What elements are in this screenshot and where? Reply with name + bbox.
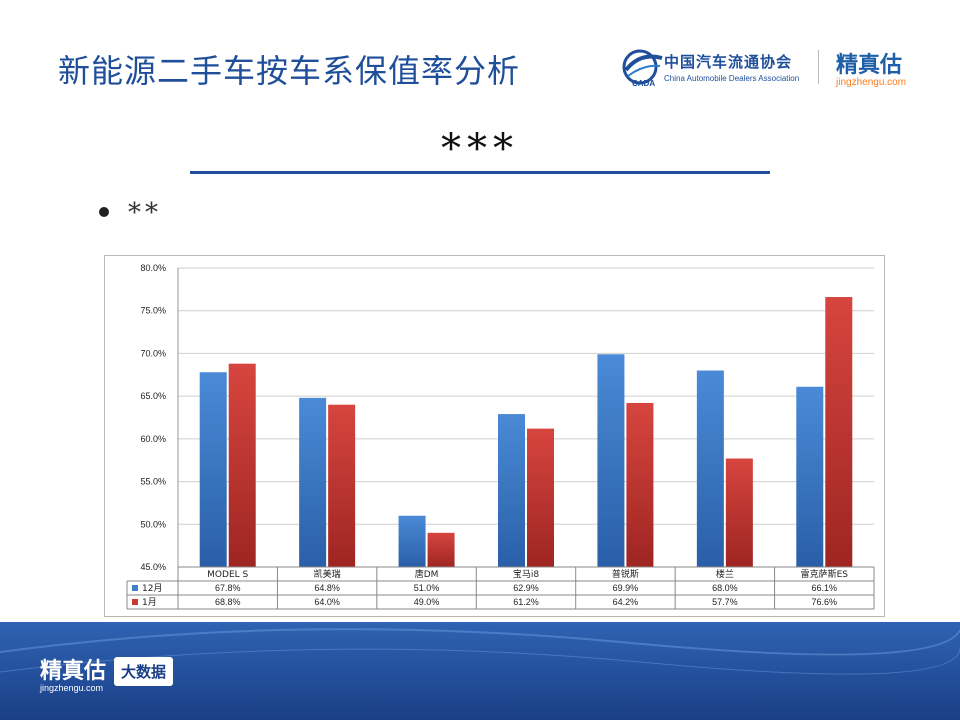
y-tick-label: 45.0% bbox=[140, 562, 166, 572]
legend-label: 12月 bbox=[142, 583, 162, 594]
data-label: 51.0% bbox=[414, 583, 440, 593]
jzg-logo: 精真估 bbox=[836, 53, 903, 78]
data-label: 62.9% bbox=[513, 583, 539, 593]
bar-chart: 80.0% 75.0% 70.0% 65.0% 60.0% 55.0% 50.0% 45.0%… bbox=[126, 263, 875, 610]
data-label: 69.9% bbox=[613, 583, 639, 593]
y-tick-label: 75.0% bbox=[140, 306, 166, 316]
data-label: 49.0% bbox=[414, 597, 440, 607]
x-tick-label: 楼兰 bbox=[716, 568, 734, 580]
bar-dec bbox=[597, 354, 625, 567]
data-label: 66.1% bbox=[812, 583, 838, 593]
footer-jzg-url: jingzhengu.com bbox=[40, 683, 104, 693]
bar-dec bbox=[299, 397, 327, 567]
y-tick-label: 55.0% bbox=[140, 477, 166, 487]
bar-jan bbox=[626, 402, 654, 567]
x-tick-label: 雷克萨斯ES bbox=[801, 568, 849, 580]
x-tick-label: 凯美瑞 bbox=[314, 568, 341, 580]
bullet-text: ** bbox=[128, 198, 162, 228]
y-tick-label: 50.0% bbox=[140, 519, 166, 529]
bar-dec bbox=[398, 515, 426, 567]
page-title: 新能源二手车按车系保值率分析 bbox=[58, 52, 521, 90]
legend-label: 1月 bbox=[142, 597, 157, 608]
x-tick-label: 唐DM bbox=[415, 568, 439, 580]
data-label: 76.6% bbox=[812, 597, 838, 607]
bar-jan bbox=[228, 363, 256, 567]
bar-jan bbox=[825, 297, 853, 567]
cada-logo-icon: CADA bbox=[622, 49, 663, 88]
bar-jan bbox=[427, 532, 455, 567]
x-tick-label: 宝马i8 bbox=[513, 568, 540, 580]
section-heading: *** bbox=[441, 126, 519, 172]
bar-jan bbox=[328, 404, 356, 567]
legend-swatch bbox=[132, 599, 138, 605]
data-label: 67.8% bbox=[215, 583, 241, 593]
x-tick-label: MODEL S bbox=[207, 570, 248, 580]
logo-divider bbox=[818, 50, 819, 84]
cada-name-en: China Automobile Dealers Association bbox=[664, 74, 800, 83]
bar-dec bbox=[199, 372, 227, 567]
footer-jzg-logo: 精真估 bbox=[40, 659, 107, 684]
y-tick-label: 70.0% bbox=[140, 348, 166, 358]
y-tick-label: 65.0% bbox=[140, 391, 166, 401]
legend-swatch bbox=[132, 585, 138, 591]
data-label: 57.7% bbox=[712, 597, 738, 607]
data-label: 68.0% bbox=[712, 583, 738, 593]
data-label: 68.8% bbox=[215, 597, 241, 607]
bar-jan bbox=[725, 458, 753, 567]
data-label: 64.0% bbox=[314, 597, 340, 607]
footer-badge: 大数据 bbox=[114, 657, 174, 686]
bar-dec bbox=[498, 414, 525, 567]
y-tick-label: 80.0% bbox=[140, 263, 166, 273]
data-label: 61.2% bbox=[513, 597, 539, 607]
bullet-icon bbox=[99, 207, 109, 217]
cada-mark: CADA bbox=[632, 79, 655, 88]
chart-frame: 80.0% 75.0% 70.0% 65.0% 60.0% 55.0% 50.0% 45.0%… bbox=[104, 255, 885, 617]
bar-dec bbox=[796, 386, 824, 567]
x-tick-label: 普锐斯 bbox=[612, 568, 639, 580]
y-tick-label: 60.0% bbox=[140, 434, 166, 444]
jzg-url: jingzhengu.com bbox=[836, 77, 907, 88]
cada-name: 中国汽车流通协会 bbox=[664, 53, 793, 71]
bar-dec bbox=[696, 370, 724, 567]
heading-underline bbox=[190, 171, 770, 174]
bar-jan bbox=[527, 428, 554, 567]
data-label: 64.2% bbox=[613, 597, 639, 607]
data-label: 64.8% bbox=[314, 583, 340, 593]
footer-wave-icon bbox=[0, 628, 960, 675]
